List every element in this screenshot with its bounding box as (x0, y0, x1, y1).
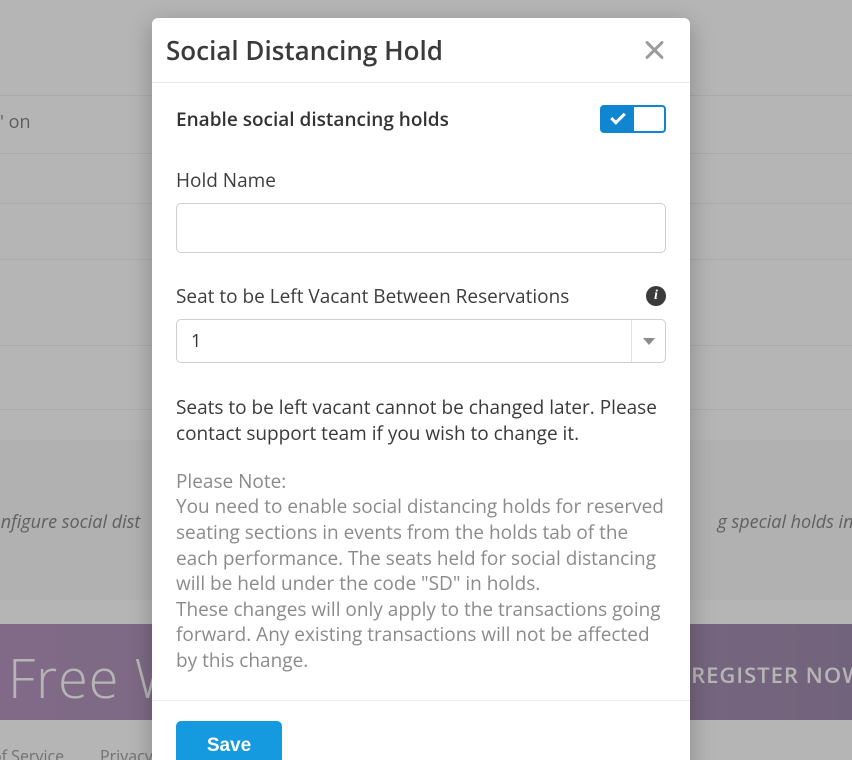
enable-toggle-row: Enable social distancing holds (176, 105, 666, 133)
toggle-knob (634, 109, 662, 129)
enable-toggle-label: Enable social distancing holds (176, 106, 449, 132)
enable-toggle[interactable] (600, 105, 666, 133)
select-arrow-box (631, 320, 665, 362)
seats-vacant-label-row: Seat to be Left Vacant Between Reservati… (176, 283, 666, 309)
hold-name-input[interactable] (176, 203, 666, 253)
modal-title: Social Distancing Hold (166, 32, 443, 68)
modal-body: Enable social distancing holds Hold Name… (152, 83, 690, 682)
close-icon[interactable] (640, 36, 668, 64)
seats-vacant-label: Seat to be Left Vacant Between Reservati… (176, 283, 569, 309)
seats-warning-text: Seats to be left vacant cannot be change… (176, 395, 666, 446)
chevron-down-icon (643, 338, 655, 345)
social-distancing-modal: Social Distancing Hold Enable social dis… (152, 18, 690, 760)
please-note-body-2: These changes will only apply to the tra… (176, 597, 666, 674)
info-icon[interactable]: i (646, 286, 666, 306)
check-icon (610, 109, 626, 125)
seats-vacant-select[interactable]: 1 (176, 319, 666, 363)
save-button[interactable]: Save (176, 721, 282, 760)
hold-name-label: Hold Name (176, 167, 666, 193)
please-note-heading: Please Note: (176, 468, 666, 494)
modal-header: Social Distancing Hold (152, 18, 690, 83)
modal-footer: Save (152, 700, 690, 760)
seats-vacant-value: 1 (191, 329, 201, 353)
please-note-body-1: You need to enable social distancing hol… (176, 494, 666, 597)
